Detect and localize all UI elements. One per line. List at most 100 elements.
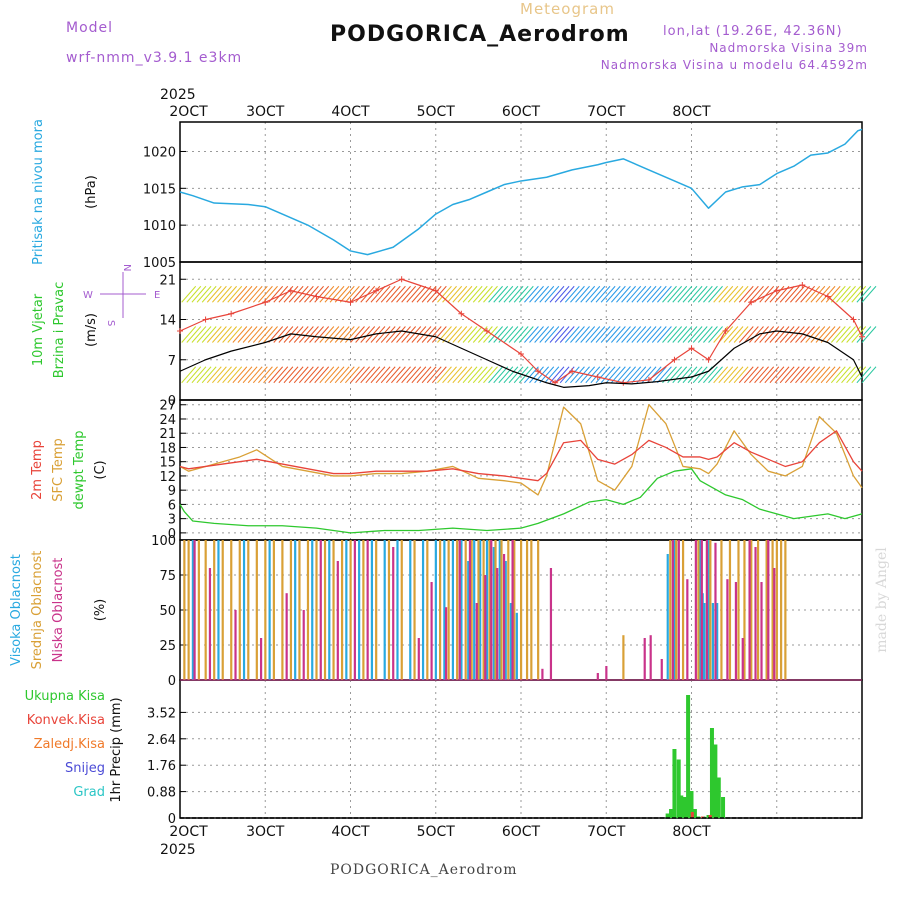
- wind-barb: [697, 285, 713, 303]
- cloud-bar-low: [366, 540, 369, 680]
- wind-barb: [764, 366, 780, 384]
- cloud-bar-mid: [426, 540, 429, 680]
- wind-barb: [784, 366, 800, 384]
- wind-barb: [820, 326, 836, 343]
- cloud-bar-high: [328, 540, 331, 680]
- wind-barb: [375, 285, 391, 303]
- cloud-bar-high: [498, 540, 501, 680]
- wind-barb: [396, 326, 411, 343]
- y-tick-label: 9: [168, 484, 176, 499]
- wind-barb: [457, 326, 473, 343]
- wind-barb: [498, 285, 514, 303]
- cloud-bar-low: [193, 540, 196, 680]
- wind-barb: [754, 326, 769, 343]
- wind-barb: [825, 285, 841, 303]
- cloud-bar-mid: [697, 540, 700, 680]
- cloud-bar-mid: [289, 540, 293, 680]
- wind-barb: [631, 366, 647, 384]
- wind-barb: [416, 366, 432, 384]
- wind-barb: [703, 326, 718, 343]
- cloud-bar-low: [302, 610, 305, 680]
- wind-barb: [237, 285, 253, 303]
- wind-barb: [600, 366, 616, 384]
- wind-barb: [795, 366, 810, 384]
- cloud-bar-low: [705, 540, 709, 680]
- wind-barb: [769, 285, 785, 303]
- cloud-bar-high: [467, 561, 470, 680]
- pressure-unit-label: (hPa): [84, 175, 99, 209]
- y-tick-label: 18: [159, 441, 176, 456]
- wind-barb: [585, 285, 601, 303]
- wind-barb: [345, 366, 360, 384]
- wind-barb: [759, 326, 775, 343]
- wind-barb: [457, 285, 473, 303]
- cloud-bar-mid: [728, 540, 732, 680]
- wind-barb: [692, 326, 708, 343]
- cloud-bar-low: [468, 540, 472, 680]
- wind-barb: [339, 326, 355, 343]
- wind-barb: [181, 326, 197, 343]
- cloud-bar-high: [707, 540, 710, 680]
- wind-barb: [687, 366, 703, 384]
- wind-barb: [447, 285, 463, 303]
- wind-barb: [851, 326, 867, 343]
- wind-barb: [585, 326, 601, 343]
- wind-barb: [196, 366, 212, 384]
- dewpt-label: dewpt Temp: [72, 430, 87, 509]
- wind-barb: [309, 326, 324, 343]
- wind-barb: [779, 326, 795, 343]
- wind-barb: [477, 366, 493, 384]
- wind-barb: [559, 326, 575, 343]
- wind-barb: [329, 326, 345, 343]
- wind-barb: [365, 285, 381, 303]
- wind-barb: [651, 366, 667, 384]
- wind-barb: [493, 366, 509, 384]
- wind-barb: [391, 326, 406, 343]
- wind-barb: [304, 285, 319, 303]
- wind-barb: [222, 326, 238, 343]
- cloud-bar-mid: [737, 540, 740, 680]
- gust-marker: [432, 287, 439, 294]
- wind-barb: [462, 285, 478, 303]
- wind-barb: [575, 285, 590, 303]
- precip-bar-total: [713, 744, 718, 818]
- wind-barb: [815, 366, 831, 384]
- wind-barb: [314, 285, 330, 303]
- wind-barb: [790, 285, 805, 303]
- model-elevation-label: Nadmorska Visina u modelu 64.4592m: [600, 58, 868, 72]
- wind-barb: [672, 285, 688, 303]
- cloud-bar-low: [496, 568, 499, 680]
- wind-barb: [590, 326, 606, 343]
- wind-barb: [662, 285, 677, 303]
- wind-barb: [380, 285, 396, 303]
- wind-barb: [518, 326, 534, 343]
- wind-barb: [488, 285, 503, 303]
- wind-barb: [488, 326, 503, 343]
- gust-marker: [850, 316, 857, 323]
- year-label-top: 2025: [160, 87, 196, 103]
- cloud-bar-high: [311, 540, 314, 680]
- pressure-axis-label: Pritisak na nivou mora: [31, 119, 46, 265]
- meteogram-title: Meteogram: [520, 0, 615, 18]
- cloud-bar-low: [714, 542, 717, 680]
- cloud-bar-high: [716, 603, 719, 680]
- wind-barb: [682, 366, 698, 384]
- wind-barb: [738, 285, 754, 303]
- precip-bar-total: [692, 809, 697, 818]
- cloud-bar-mid: [494, 540, 497, 680]
- cloud-bar-mid: [771, 540, 774, 680]
- wind-speed-line: [179, 330, 863, 388]
- wind-unit-label: (m/s): [84, 313, 99, 347]
- wind-barb: [784, 285, 800, 303]
- y-tick-label: 2.64: [147, 733, 176, 748]
- cloud-bar-high: [434, 540, 437, 680]
- cloud-bar-high: [699, 540, 702, 680]
- wind-barb: [539, 285, 555, 303]
- wind-barb: [421, 366, 437, 384]
- y-tick-label: 75: [159, 569, 176, 584]
- wind-barb: [334, 326, 350, 343]
- precip-bar-total: [716, 777, 721, 818]
- cloud-bar-low: [596, 673, 599, 680]
- x-tick-label-top: 5OCT: [417, 104, 456, 120]
- wind-barb: [856, 326, 872, 343]
